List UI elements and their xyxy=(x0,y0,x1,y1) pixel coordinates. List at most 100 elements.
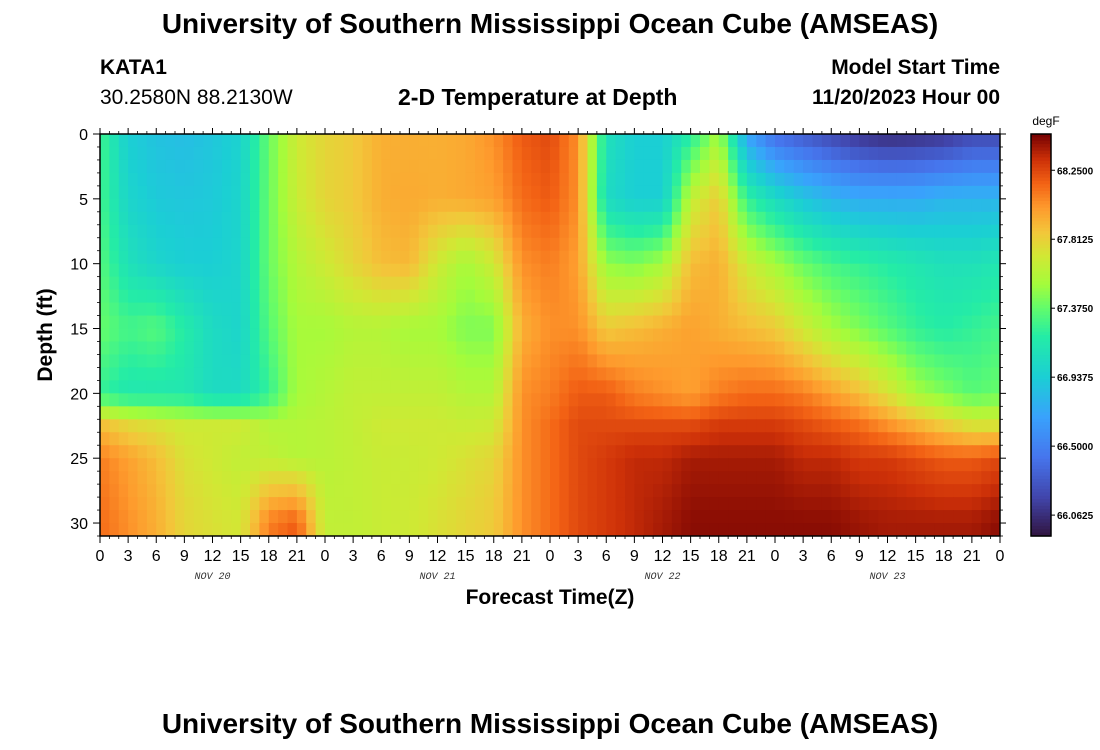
heatmap-cell xyxy=(418,406,429,420)
heatmap-cell xyxy=(578,198,589,213)
heatmap-cell xyxy=(934,211,945,226)
heatmap-cell xyxy=(653,406,664,420)
heatmap-cell xyxy=(653,172,664,187)
heatmap-cell xyxy=(250,471,260,485)
heatmap-cell xyxy=(175,185,185,200)
heatmap-cell xyxy=(493,159,504,174)
heatmap-cell xyxy=(990,224,1000,239)
heatmap-cell xyxy=(343,289,354,304)
heatmap-cell xyxy=(268,302,279,317)
heatmap-cell xyxy=(615,393,626,407)
heatmap-cell xyxy=(484,328,495,343)
heatmap-cell xyxy=(371,250,382,265)
heatmap-cell xyxy=(109,471,120,485)
heatmap-cell xyxy=(381,445,392,459)
heatmap-cell xyxy=(100,172,110,187)
heatmap-cell xyxy=(587,134,598,148)
heatmap-cell xyxy=(756,328,767,343)
heatmap-cell xyxy=(671,510,682,524)
heatmap-cell xyxy=(221,367,232,381)
heatmap-cell xyxy=(465,445,476,459)
heatmap-cell xyxy=(578,484,589,498)
heatmap-cell xyxy=(878,224,889,239)
heatmap-cell xyxy=(559,341,570,356)
heatmap-cell xyxy=(409,198,420,213)
heatmap-cell xyxy=(775,484,785,498)
heatmap-cell xyxy=(812,237,823,252)
heatmap-cell xyxy=(446,484,457,498)
heatmap-cell xyxy=(746,406,757,420)
heatmap-cell xyxy=(578,185,589,200)
heatmap-cell xyxy=(784,406,795,420)
heatmap-cell xyxy=(146,523,157,536)
heatmap-cell xyxy=(746,523,757,536)
heatmap-cell xyxy=(446,354,457,369)
colorbar-swatch xyxy=(1031,174,1051,179)
heatmap-cell xyxy=(287,211,298,226)
heatmap-cell xyxy=(718,134,729,148)
heatmap-cell xyxy=(596,134,607,148)
heatmap-cell xyxy=(418,484,429,498)
heatmap-cell xyxy=(662,406,673,420)
heatmap-cell xyxy=(409,302,420,317)
heatmap-cell xyxy=(568,315,579,330)
heatmap-cell xyxy=(465,276,476,291)
heatmap-cell xyxy=(146,393,157,407)
heatmap-cell xyxy=(540,380,551,394)
heatmap-cell xyxy=(296,198,307,213)
heatmap-cell xyxy=(793,341,804,356)
heatmap-cell xyxy=(381,497,392,511)
heatmap-cell xyxy=(775,250,785,265)
heatmap-cell xyxy=(146,354,157,369)
heatmap-cell xyxy=(821,134,832,148)
heatmap-cell xyxy=(531,419,542,433)
heatmap-cell xyxy=(100,302,110,317)
heatmap-cell xyxy=(503,406,514,420)
heatmap-cell xyxy=(428,276,439,291)
heatmap-cell xyxy=(887,523,898,536)
heatmap-cell xyxy=(221,419,232,433)
heatmap-cell xyxy=(887,510,898,524)
heatmap-cell xyxy=(296,341,307,356)
heatmap-cell xyxy=(550,471,560,485)
heatmap-cell xyxy=(184,172,195,187)
heatmap-cell xyxy=(128,393,139,407)
heatmap-cell xyxy=(831,497,842,511)
colorbar-swatch xyxy=(1031,271,1051,276)
colorbar-swatch xyxy=(1031,438,1051,443)
heatmap-cell xyxy=(278,419,289,433)
heatmap-cell xyxy=(315,497,326,511)
heatmap-cell xyxy=(362,328,373,343)
heatmap-cell xyxy=(821,523,832,536)
heatmap-cell xyxy=(643,289,654,304)
heatmap-cell xyxy=(315,471,326,485)
heatmap-cell xyxy=(100,432,110,446)
heatmap-cell xyxy=(550,263,560,278)
heatmap-cell xyxy=(259,198,270,213)
heatmap-cell xyxy=(550,224,560,239)
heatmap-cell xyxy=(840,172,851,187)
heatmap-cell xyxy=(971,406,982,420)
heatmap-cell xyxy=(240,510,251,524)
heatmap-cell xyxy=(512,367,523,381)
heatmap-cell xyxy=(868,471,879,485)
heatmap-cell xyxy=(746,419,757,433)
heatmap-cell xyxy=(540,458,551,472)
heatmap-cell xyxy=(559,328,570,343)
heatmap-cell xyxy=(521,393,532,407)
heatmap-cell xyxy=(212,393,223,407)
heatmap-cell xyxy=(756,432,767,446)
heatmap-cell xyxy=(596,523,607,536)
heatmap-cell xyxy=(943,328,954,343)
heatmap-cell xyxy=(343,237,354,252)
heatmap-cell xyxy=(268,380,279,394)
heatmap-cell xyxy=(559,159,570,174)
heatmap-cell xyxy=(775,354,785,369)
heatmap-cell xyxy=(784,458,795,472)
heatmap-cell xyxy=(840,419,851,433)
heatmap-cell xyxy=(221,237,232,252)
heatmap-cell xyxy=(718,484,729,498)
heatmap-cell xyxy=(718,380,729,394)
heatmap-cell xyxy=(934,471,945,485)
